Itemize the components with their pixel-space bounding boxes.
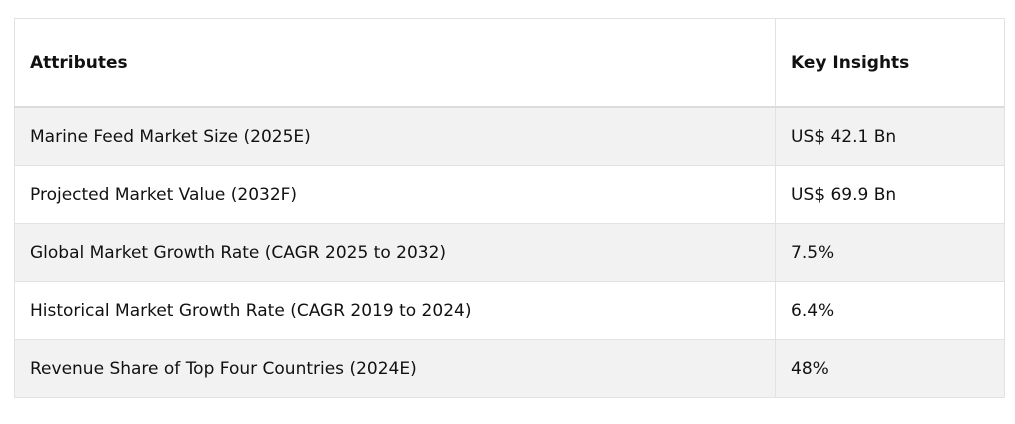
table-row: Projected Market Value (2032F) US$ 69.9 … (14, 165, 1005, 224)
insight-cell: 7.5% (775, 223, 1005, 282)
insight-cell: US$ 42.1 Bn (775, 106, 1005, 166)
attribute-cell: Global Market Growth Rate (CAGR 2025 to … (14, 223, 776, 282)
header-key-insights: Key Insights (775, 18, 1005, 108)
table-row: Historical Market Growth Rate (CAGR 2019… (14, 281, 1005, 340)
table-row: Marine Feed Market Size (2025E) US$ 42.1… (14, 106, 1005, 166)
market-insights-table-container: Attributes Key Insights Marine Feed Mark… (14, 18, 1005, 398)
table-row: Revenue Share of Top Four Countries (202… (14, 339, 1005, 398)
insight-cell: 48% (775, 339, 1005, 398)
attribute-cell: Projected Market Value (2032F) (14, 165, 776, 224)
header-attributes: Attributes (14, 18, 776, 108)
attribute-cell: Marine Feed Market Size (2025E) (14, 106, 776, 166)
attribute-cell: Historical Market Growth Rate (CAGR 2019… (14, 281, 776, 340)
insight-cell: US$ 69.9 Bn (775, 165, 1005, 224)
table-header-row: Attributes Key Insights (14, 18, 1005, 108)
table-row: Global Market Growth Rate (CAGR 2025 to … (14, 223, 1005, 282)
insight-cell: 6.4% (775, 281, 1005, 340)
market-insights-table: Attributes Key Insights Marine Feed Mark… (14, 18, 1005, 398)
attribute-cell: Revenue Share of Top Four Countries (202… (14, 339, 776, 398)
